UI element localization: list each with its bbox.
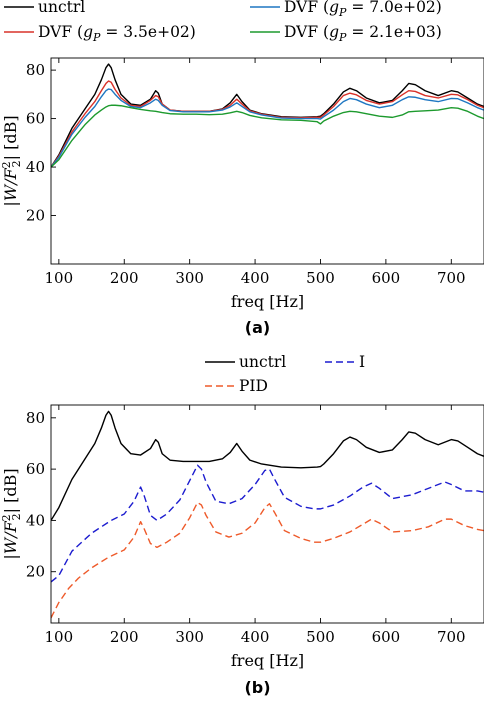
- y-tick-label: 20: [26, 563, 45, 581]
- y-tick-label: 40: [26, 158, 45, 176]
- panel-a: 100 200 300 400 500 600 700 20 40 60 80 freq [Hz] |W…: [0, 0, 484, 337]
- x-tick-label: 300: [175, 269, 204, 287]
- x-axis-label: freq [Hz]: [231, 292, 304, 311]
- legend: unctrl DVF (gP = 3.5e+02) DVF (gP = 7.0e+0…: [4, 0, 442, 44]
- x-tick-label: 700: [437, 628, 466, 646]
- series-line-pid: [51, 501, 484, 619]
- legend-entry: DVF (gP = 2.1e+03): [284, 23, 442, 44]
- x-tick-label: 400: [241, 628, 270, 646]
- legend-entry: DVF (gP = 3.5e+02): [38, 23, 196, 44]
- series-line-dvf-g-p-2-1e-03-: [51, 104, 484, 168]
- y-tick-label: 60: [26, 460, 45, 478]
- legend-entry: PID: [239, 377, 268, 395]
- x-tick-label: 100: [45, 269, 74, 287]
- panel-b: 100 200 300 400 500 600 700 20 40 60 80 freq [Hz] |W…: [0, 353, 484, 697]
- x-tick-label: 300: [175, 628, 204, 646]
- y-tick-label: 80: [26, 61, 45, 79]
- series-group: [51, 410, 484, 619]
- x-tick-label: 600: [372, 269, 401, 287]
- series-line-i: [51, 464, 484, 583]
- x-tick-label: 400: [241, 269, 270, 287]
- legend-entry: I: [359, 353, 365, 371]
- series-line-unctrl: [51, 410, 484, 521]
- y-tick-label: 60: [26, 110, 45, 128]
- series-line-unctrl: [51, 63, 484, 168]
- panel-label: (a): [245, 318, 270, 337]
- legend-entry: unctrl: [38, 0, 85, 16]
- legend-entry: unctrl: [239, 353, 286, 371]
- series-line-dvf-g-p-7-0e-02-: [51, 88, 484, 168]
- y-axis-label: |W/F22| [dB]: [0, 115, 23, 206]
- panel-label: (b): [244, 678, 270, 697]
- x-tick-label: 200: [110, 628, 139, 646]
- x-tick-label: 600: [372, 628, 401, 646]
- legend: unctrl I PID: [205, 353, 365, 395]
- x-tick-label: 100: [45, 628, 74, 646]
- y-tick-label: 40: [26, 511, 45, 529]
- x-axis-label: freq [Hz]: [231, 651, 304, 670]
- legend-entry: DVF (gP = 7.0e+02): [284, 0, 442, 19]
- x-tick-label: 200: [110, 269, 139, 287]
- series-line-dvf-g-p-3-5e-02-: [51, 80, 484, 168]
- y-tick-label: 80: [26, 409, 45, 427]
- y-axis-label: |W/F22| [dB]: [0, 468, 23, 559]
- x-tick-label: 500: [306, 628, 335, 646]
- axes-frame: [50, 57, 484, 265]
- y-tick-label: 20: [26, 207, 45, 225]
- x-tick-label: 700: [437, 269, 466, 287]
- axes-frame: [50, 404, 484, 624]
- series-group: [51, 63, 484, 168]
- x-tick-label: 500: [306, 269, 335, 287]
